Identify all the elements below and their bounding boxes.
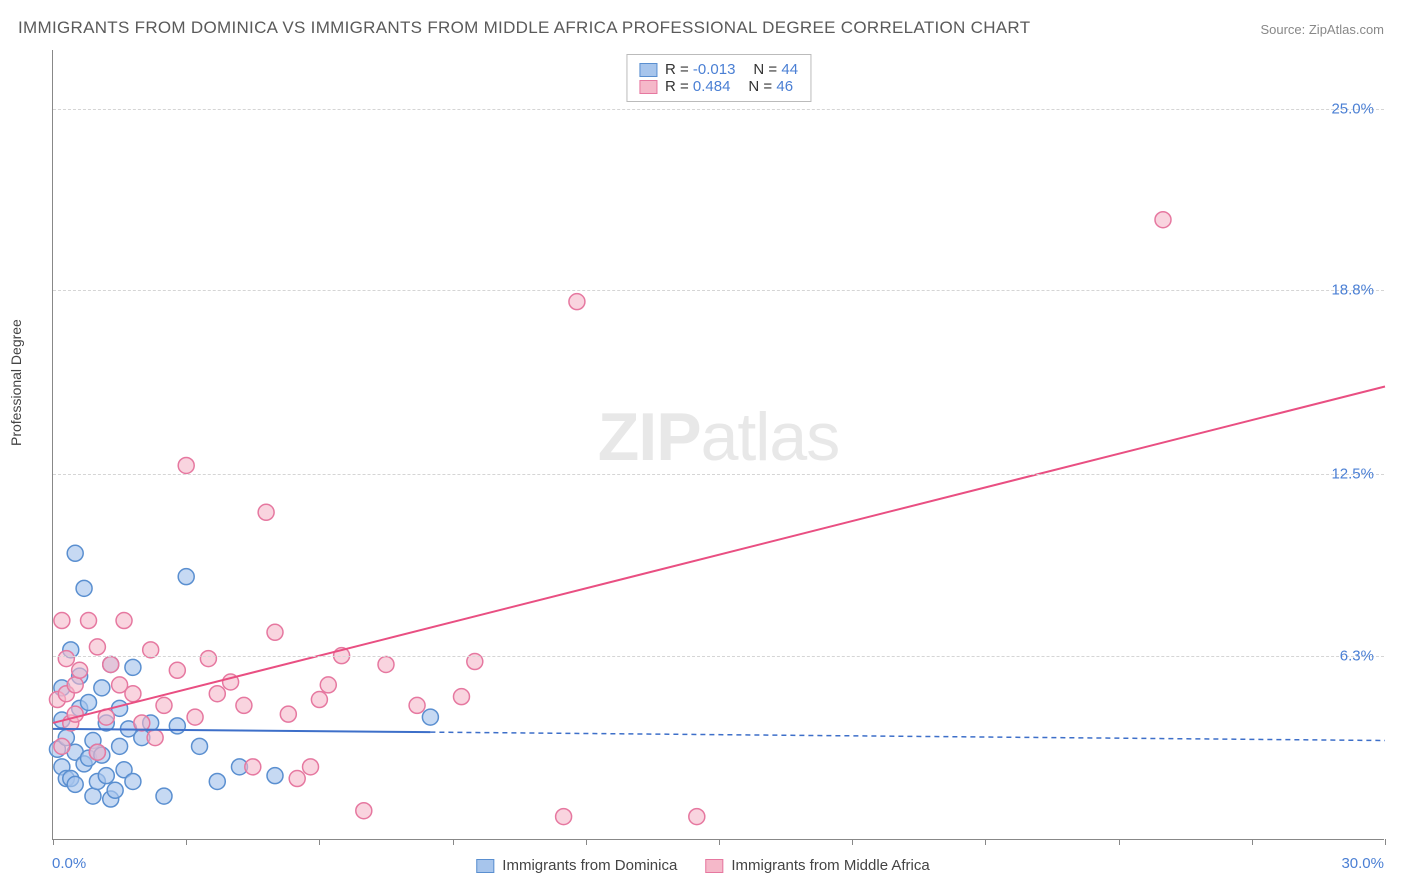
data-point <box>76 580 92 596</box>
data-point <box>125 773 141 789</box>
data-point <box>147 730 163 746</box>
data-point <box>311 692 327 708</box>
legend-item: Immigrants from Middle Africa <box>705 857 929 874</box>
scatter-chart: ZIPatlas R = -0.013N = 44R = 0.484N = 46… <box>52 50 1384 840</box>
gridline <box>53 656 1384 657</box>
data-point <box>98 768 114 784</box>
data-point <box>67 776 83 792</box>
x-tick <box>453 839 454 845</box>
data-point <box>85 788 101 804</box>
legend-bottom: Immigrants from Dominica Immigrants from … <box>476 857 929 874</box>
source-attribution: Source: ZipAtlas.com <box>1260 22 1384 37</box>
legend-swatch <box>639 80 657 94</box>
data-point <box>422 709 438 725</box>
x-tick <box>186 839 187 845</box>
data-point <box>267 624 283 640</box>
legend-stat-row: R = 0.484 N = 46 <box>639 78 798 95</box>
y-tick-label: 6.3% <box>1340 647 1374 664</box>
data-point <box>409 697 425 713</box>
data-point <box>116 613 132 629</box>
x-tick <box>319 839 320 845</box>
legend-n: N = 44 <box>753 61 798 78</box>
x-tick <box>1252 839 1253 845</box>
data-point <box>267 768 283 784</box>
x-axis-max-label: 30.0% <box>1341 855 1384 872</box>
data-point <box>320 677 336 693</box>
data-point <box>453 689 469 705</box>
data-point <box>569 294 585 310</box>
data-point <box>67 677 83 693</box>
data-point <box>67 545 83 561</box>
x-tick <box>985 839 986 845</box>
data-point <box>125 659 141 675</box>
data-point <box>58 651 74 667</box>
gridline <box>53 109 1384 110</box>
data-point <box>258 504 274 520</box>
legend-stat-row: R = -0.013 N = 44 <box>639 61 798 78</box>
trend-line-dashed <box>430 732 1385 740</box>
x-tick <box>586 839 587 845</box>
gridline <box>53 474 1384 475</box>
legend-item: Immigrants from Dominica <box>476 857 677 874</box>
data-point <box>209 686 225 702</box>
data-point <box>169 718 185 734</box>
legend-r: R = 0.484 <box>665 78 730 95</box>
data-point <box>192 738 208 754</box>
legend-swatch <box>705 859 723 873</box>
legend-swatch <box>476 859 494 873</box>
data-point <box>689 809 705 825</box>
data-point <box>54 613 70 629</box>
legend-r: R = -0.013 <box>665 61 735 78</box>
data-point <box>378 656 394 672</box>
data-point <box>289 771 305 787</box>
data-point <box>1155 212 1171 228</box>
data-point <box>236 697 252 713</box>
data-point <box>303 759 319 775</box>
x-tick <box>1385 839 1386 845</box>
data-point <box>125 686 141 702</box>
data-point <box>169 662 185 678</box>
data-point <box>107 782 123 798</box>
x-tick <box>53 839 54 845</box>
data-point <box>178 457 194 473</box>
data-point <box>103 656 119 672</box>
y-axis-label: Professional Degree <box>8 319 24 446</box>
y-tick-label: 12.5% <box>1331 466 1374 483</box>
data-point <box>556 809 572 825</box>
legend-n: N = 46 <box>748 78 793 95</box>
trend-line <box>53 386 1385 722</box>
data-point <box>245 759 261 775</box>
data-point <box>356 803 372 819</box>
page-title: IMMIGRANTS FROM DOMINICA VS IMMIGRANTS F… <box>18 18 1030 38</box>
x-tick <box>1119 839 1120 845</box>
data-point <box>156 697 172 713</box>
data-point <box>72 662 88 678</box>
y-tick-label: 18.8% <box>1331 281 1374 298</box>
data-point <box>112 738 128 754</box>
data-point <box>81 613 97 629</box>
data-point <box>156 788 172 804</box>
data-point <box>280 706 296 722</box>
legend-swatch <box>639 63 657 77</box>
data-point <box>89 744 105 760</box>
y-tick-label: 25.0% <box>1331 100 1374 117</box>
gridline <box>53 290 1384 291</box>
data-point <box>54 738 70 754</box>
x-tick <box>852 839 853 845</box>
data-point <box>89 639 105 655</box>
legend-stats-box: R = -0.013 N = 44 R = 0.484 N = 46 <box>626 54 811 102</box>
data-point <box>81 694 97 710</box>
x-tick <box>719 839 720 845</box>
data-point <box>200 651 216 667</box>
x-axis-origin-label: 0.0% <box>52 855 86 872</box>
data-point <box>94 680 110 696</box>
data-point <box>178 569 194 585</box>
data-point <box>187 709 203 725</box>
legend-label: Immigrants from Middle Africa <box>731 857 929 874</box>
plot-svg <box>53 50 1384 839</box>
data-point <box>209 773 225 789</box>
legend-label: Immigrants from Dominica <box>502 857 677 874</box>
